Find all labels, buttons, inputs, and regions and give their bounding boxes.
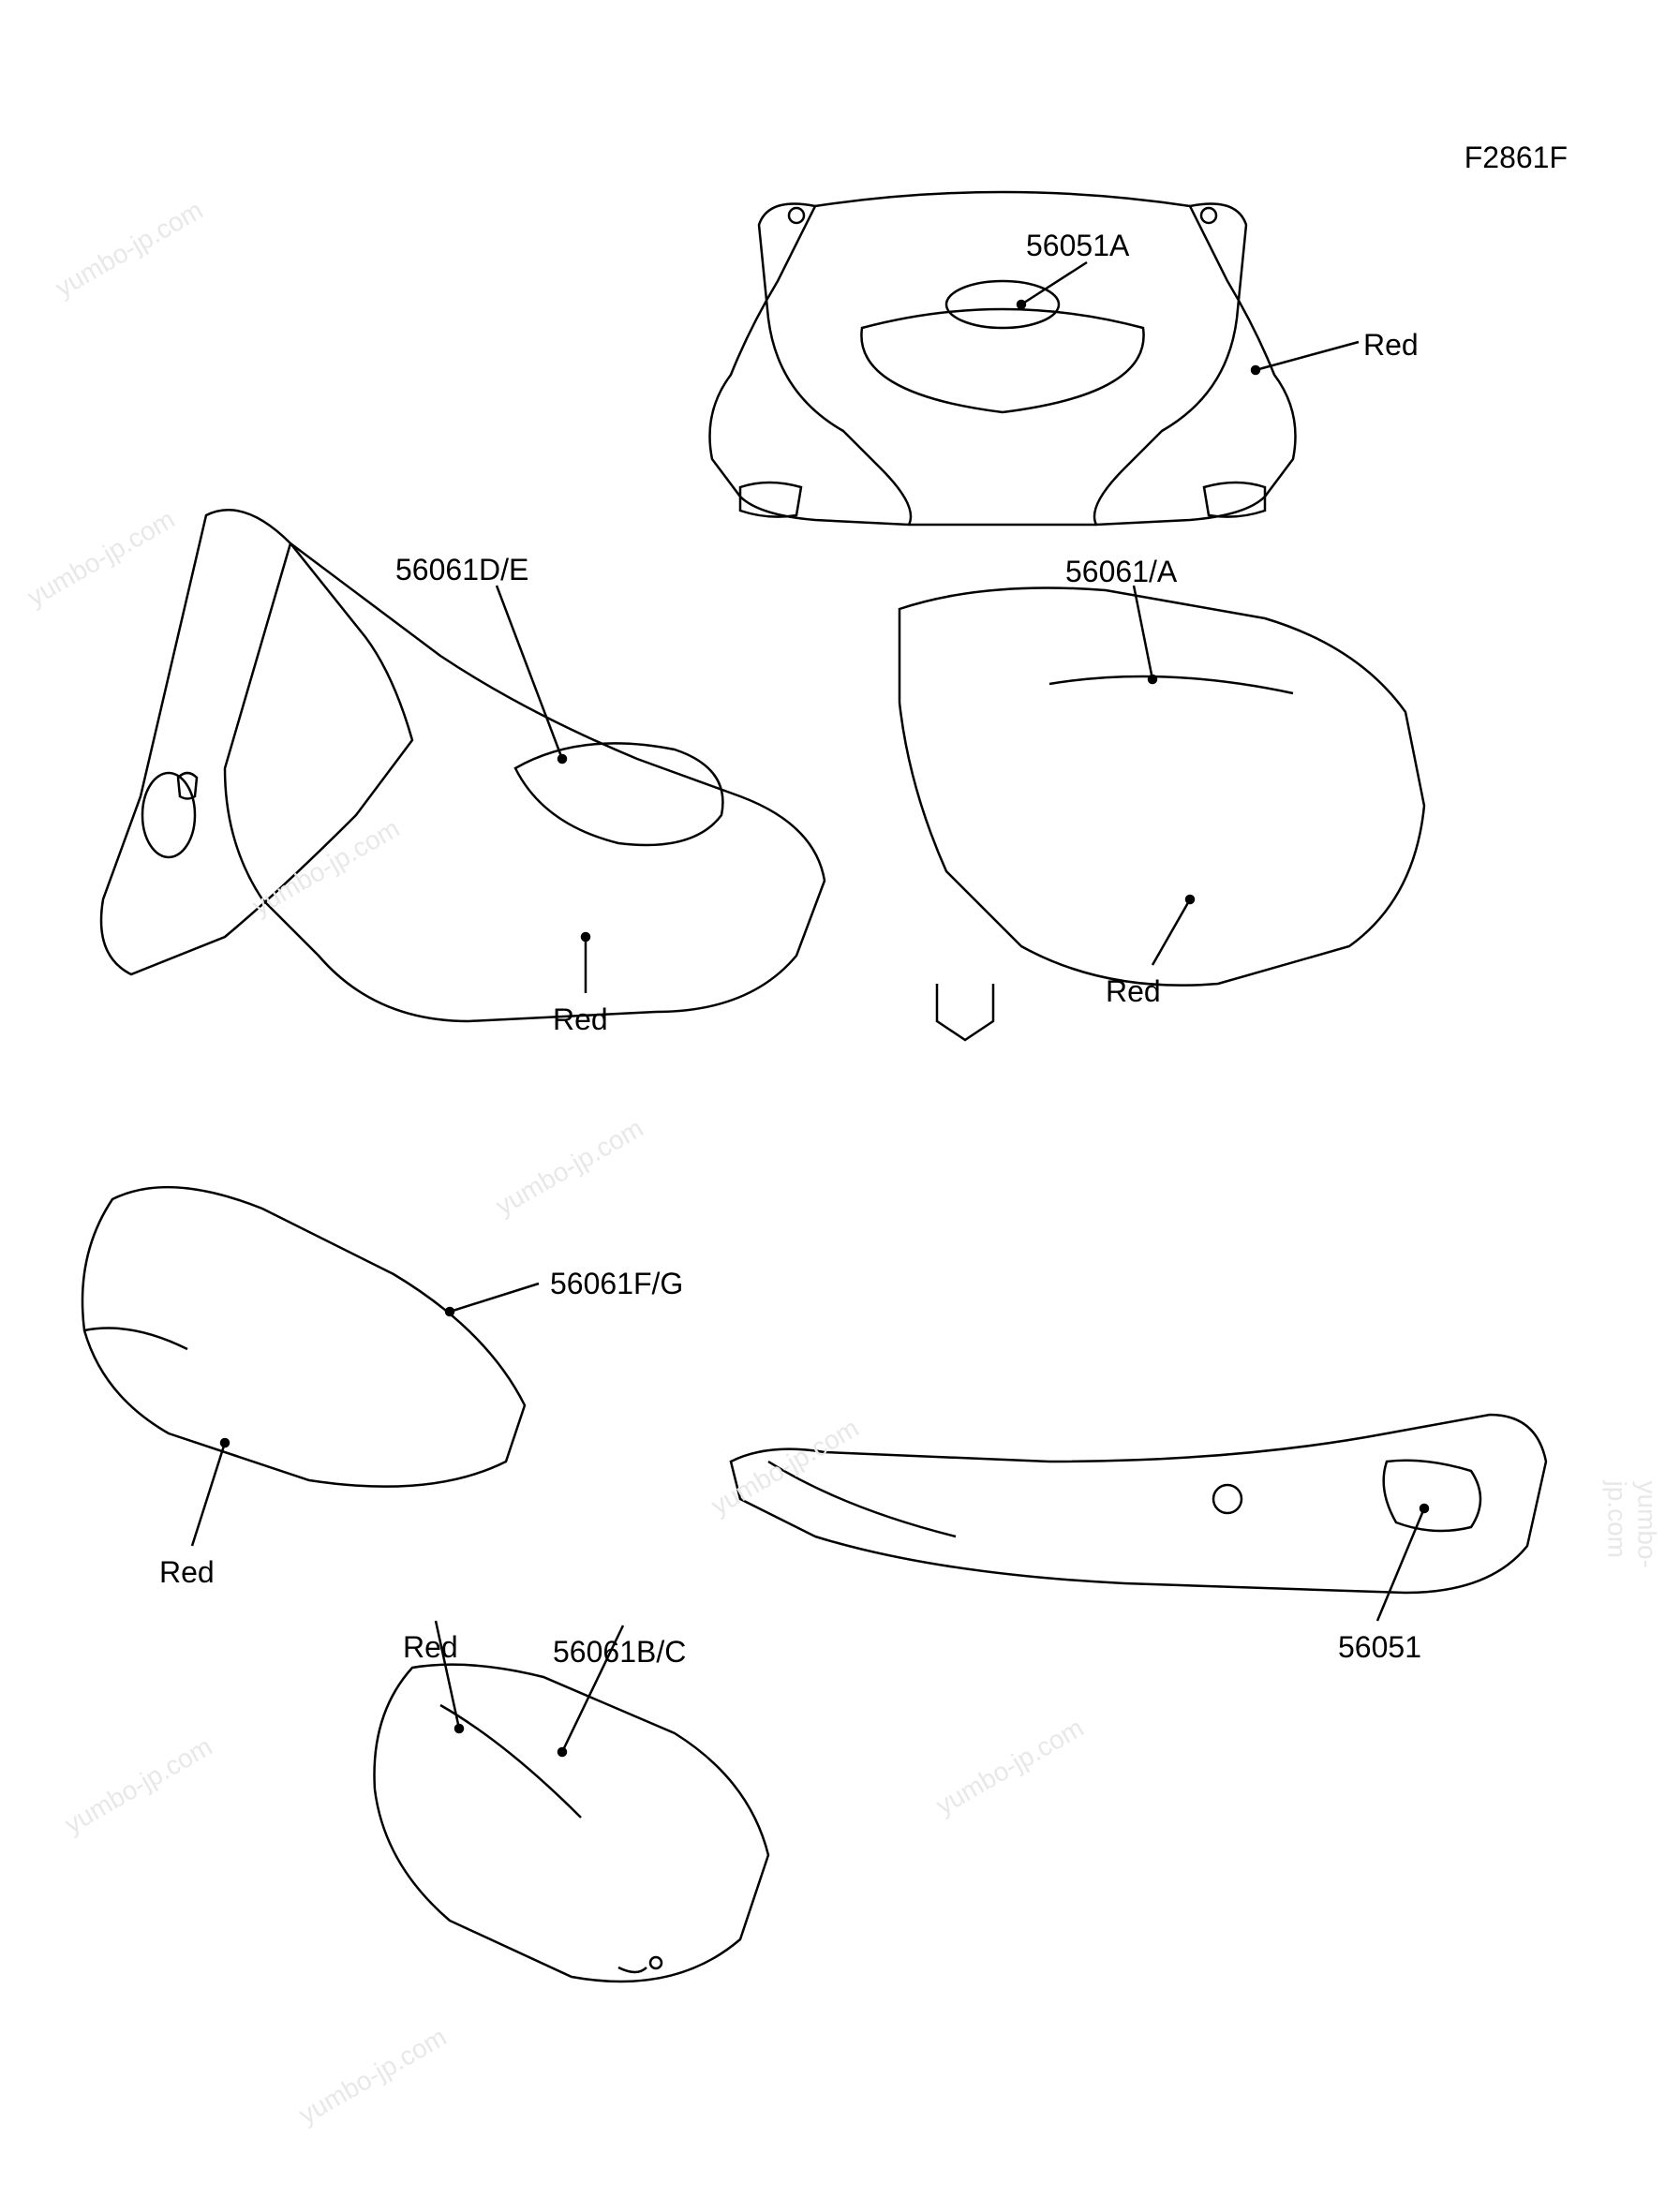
color-label-1: Red	[1363, 328, 1419, 363]
callout-side-cover: 56061F/G	[550, 1267, 683, 1301]
callout-lower-cowl: 56061B/C	[553, 1635, 686, 1670]
color-label-5: Red	[403, 1630, 458, 1665]
callout-tail: 56051	[1338, 1630, 1421, 1665]
color-label-4: Red	[159, 1555, 215, 1590]
callout-tank: 56061/A	[1065, 555, 1177, 589]
color-label-2: Red	[1106, 974, 1161, 1009]
callout-side-fairing: 56061D/E	[395, 553, 528, 587]
callout-upper-cowl: 56051A	[1026, 229, 1129, 263]
parts-diagram	[0, 0, 1680, 2197]
diagram-code: F2861F	[1464, 141, 1568, 175]
color-label-3: Red	[553, 1002, 608, 1037]
